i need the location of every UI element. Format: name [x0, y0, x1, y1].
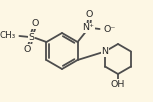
Text: O: O [24, 44, 31, 54]
Text: N: N [101, 47, 108, 56]
Text: O: O [86, 10, 93, 19]
Text: O: O [32, 19, 39, 28]
Text: O⁻: O⁻ [104, 24, 116, 33]
Text: CH₃: CH₃ [0, 32, 15, 40]
Text: N⁺: N⁺ [83, 23, 95, 33]
Text: OH: OH [111, 80, 125, 89]
Text: S: S [28, 33, 34, 42]
